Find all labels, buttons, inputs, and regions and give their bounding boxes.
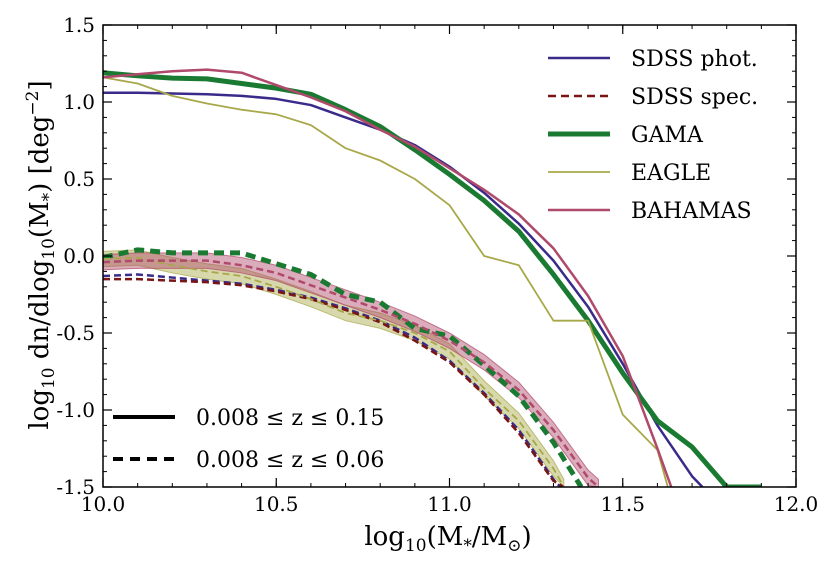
legend-label-sdss-phot: SDSS phot. xyxy=(631,47,758,72)
gama-full-z-line xyxy=(103,70,762,487)
axis-tick-labels: 10.0 10.5 11.0 11.5 12.0 -1.5 -1.0 -0.5 0.0 0.5 1.… xyxy=(56,13,818,516)
series-legend: SDSS phot. SDSS spec. GAMA EAGLE BAHAMAS xyxy=(548,47,758,224)
bahamas-low-z-line xyxy=(103,259,600,487)
eagle-low-z-line xyxy=(103,256,565,487)
x-tick-label: 11.5 xyxy=(600,492,645,516)
legend-label-gama: GAMA xyxy=(631,123,704,148)
x-axis-label: log10(M*/M⊙) xyxy=(364,522,531,556)
y-tick-label: -0.5 xyxy=(56,321,95,345)
eagle-full-z-line xyxy=(103,76,669,487)
y-tick-label: 1.0 xyxy=(63,90,95,114)
redshift-label-low: 0.008 ≤ z ≤ 0.06 xyxy=(196,448,384,473)
legend-label-sdss-spec: SDSS spec. xyxy=(631,85,758,110)
x-tick-label: 11.0 xyxy=(427,492,472,516)
y-tick-label: -1.5 xyxy=(56,475,95,499)
eagle-low-z-band xyxy=(103,249,565,487)
sdss-phot-low-z-line xyxy=(103,273,562,487)
x-tick-label: 12.0 xyxy=(774,492,819,516)
sdss-spec-low-z-line xyxy=(103,277,565,487)
y-tick-label: 0.5 xyxy=(63,167,95,191)
redshift-legend: 0.008 ≤ z ≤ 0.15 0.008 ≤ z ≤ 0.06 xyxy=(113,406,384,473)
gama-low-z-line xyxy=(103,247,584,487)
legend-label-bahamas: BAHAMAS xyxy=(631,199,752,224)
y-tick-label: -1.0 xyxy=(56,398,95,422)
y-tick-label: 0.0 xyxy=(63,244,95,268)
axis-ticks xyxy=(102,24,797,488)
legend-label-eagle: EAGLE xyxy=(631,161,711,186)
redshift-label-full: 0.008 ≤ z ≤ 0.15 xyxy=(196,406,384,431)
x-tick-label: 10.0 xyxy=(81,492,126,516)
x-tick-label: 10.5 xyxy=(254,492,299,516)
series-lines xyxy=(103,68,762,487)
y-tick-label: 1.5 xyxy=(63,13,95,37)
sdss-phot-full-z-line xyxy=(103,91,704,487)
y-axis-label: log10 dn/dlog10(M*) [deg−2] xyxy=(23,80,59,429)
bahamas-full-z-line xyxy=(103,68,673,487)
